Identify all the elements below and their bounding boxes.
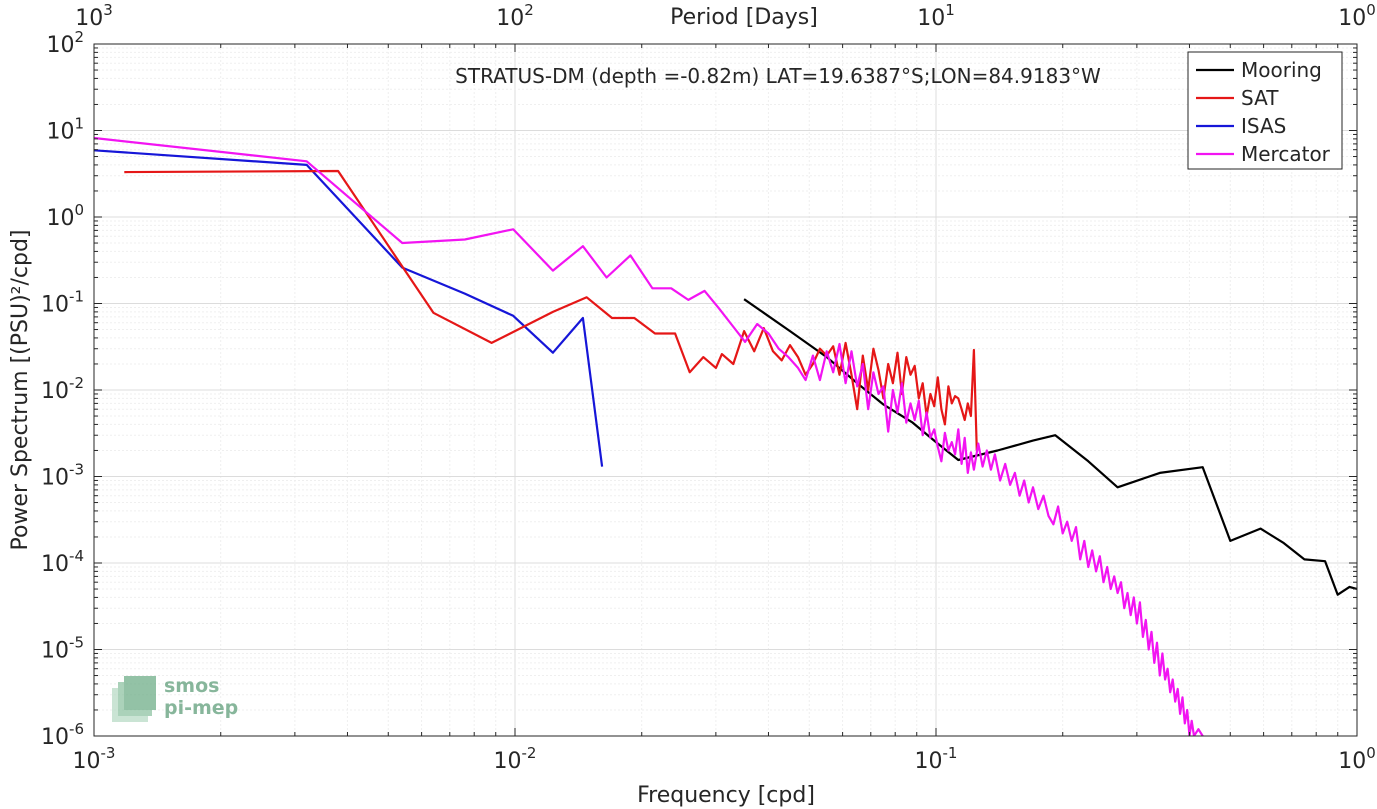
legend-label-mercator: Mercator (1241, 142, 1331, 166)
x-tick-label: 100 (1338, 744, 1376, 774)
logo-layer (124, 676, 156, 710)
legend-label-isas: ISAS (1241, 114, 1286, 138)
legend-box (1187, 51, 1343, 170)
legend: Mooring SAT ISAS Mercator (1187, 51, 1343, 170)
x-tick-label: 10-3 (73, 744, 116, 774)
logo-text-pi-mep: pi-mep (164, 697, 238, 719)
x-tick-label: 10-1 (915, 744, 958, 774)
chart-title: STRATUS-DM (depth =-0.82m) LAT=19.6387°S… (455, 64, 1101, 88)
series-line-mooring (743, 298, 1357, 596)
top-axis-label: Period [Days] (670, 5, 818, 30)
series-line-isas (94, 149, 604, 467)
y-axis-label: Power Spectrum [(PSU)²/cpd] (8, 229, 33, 550)
y-tick-label: 10-2 (41, 374, 84, 404)
legend-label-mooring: Mooring (1241, 58, 1322, 82)
top-tick-label: 102 (496, 1, 534, 31)
y-tick-label: 10-5 (41, 634, 84, 664)
smos-pi-mep-logo: smos pi-mep (112, 675, 238, 722)
y-tick-label: 101 (46, 115, 84, 145)
series-line-mercator (94, 136, 1204, 736)
series-lines (94, 136, 1357, 736)
top-tick-label: 101 (917, 1, 955, 31)
grid-lines (93, 44, 1357, 737)
tick-marks (93, 44, 1357, 737)
x-axis-label: Frequency [cpd] (637, 783, 815, 808)
y-tick-label: 100 (46, 201, 84, 231)
series-line-sat (124, 169, 978, 451)
logo-text-smos: smos (164, 675, 219, 697)
top-tick-label: 100 (1338, 1, 1376, 31)
x-tick-label: 10-2 (494, 744, 537, 774)
y-tick-label: 10-6 (41, 720, 84, 750)
y-tick-label: 10-4 (41, 547, 84, 577)
y-tick-label: 10-1 (41, 288, 84, 318)
top-tick-label: 103 (75, 1, 113, 31)
legend-label-sat: SAT (1241, 86, 1279, 110)
y-tick-label: 102 (46, 28, 84, 58)
y-tick-label: 10-3 (41, 461, 84, 491)
